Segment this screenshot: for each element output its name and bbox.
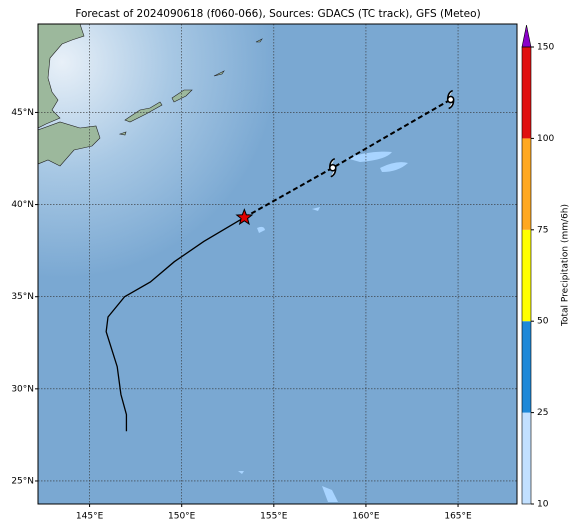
island bbox=[124, 101, 163, 123]
lon-tick-label: 150°E bbox=[168, 512, 196, 522]
colorbar-segment bbox=[522, 412, 531, 504]
colorbar-segment bbox=[522, 138, 531, 230]
colorbar-extension bbox=[521, 24, 532, 48]
colorbar: 10 25 50 75 100 150 bbox=[521, 24, 554, 510]
past-track bbox=[105, 216, 245, 432]
cyclone-symbol bbox=[329, 158, 337, 178]
lon-tick-label: 155°E bbox=[260, 512, 288, 522]
colorbar-tick-label: 150 bbox=[537, 43, 554, 53]
map-body bbox=[38, 24, 517, 504]
colorbar-tick-label: 10 bbox=[537, 500, 549, 510]
colorbar-tick-label: 100 bbox=[537, 134, 554, 144]
track bbox=[105, 89, 455, 432]
lat-tick-label: 35°N bbox=[11, 292, 34, 302]
land bbox=[38, 121, 101, 167]
map-frame bbox=[37, 23, 518, 505]
title: Forecast of 2024090618 (f060-066), Sourc… bbox=[75, 8, 480, 20]
colorbar-label: Total Precipitation (mm/6h) bbox=[561, 204, 571, 327]
land bbox=[38, 24, 85, 129]
lon-tick-label: 160°E bbox=[352, 512, 380, 522]
colorbar-tick-label: 75 bbox=[537, 225, 548, 235]
colorbar-segment bbox=[522, 47, 531, 139]
colorbar-tick-label: 25 bbox=[537, 408, 548, 418]
current-position bbox=[235, 208, 254, 226]
lat-tick-label: 30°N bbox=[11, 384, 34, 394]
lon-tick-label: 165°E bbox=[444, 512, 472, 522]
colorbar-tick-label: 50 bbox=[537, 317, 549, 327]
colorbar-frame bbox=[521, 46, 532, 505]
lat-tick-label: 40°N bbox=[11, 200, 34, 210]
lat-tick-label: 25°N bbox=[11, 476, 34, 486]
colorbar-segment bbox=[522, 229, 531, 322]
cyclone-symbol bbox=[446, 89, 455, 110]
ocean-shade bbox=[38, 24, 517, 504]
lat-tick-label: 45°N bbox=[11, 108, 34, 118]
lon-tick-label: 145°E bbox=[76, 512, 104, 522]
colorbar-segment bbox=[522, 321, 531, 413]
island bbox=[118, 38, 263, 136]
forecast-track bbox=[243, 98, 452, 219]
graticule bbox=[38, 24, 517, 504]
